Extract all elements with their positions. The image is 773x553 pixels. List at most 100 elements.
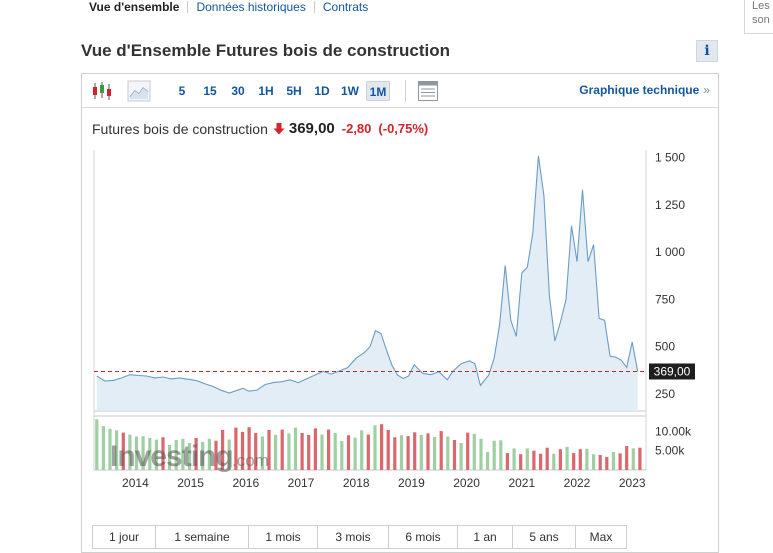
volume-bar: [280, 429, 284, 470]
info-button[interactable]: i: [696, 40, 718, 62]
timeframe-15[interactable]: 15: [203, 84, 217, 98]
y-tick-label: 500: [655, 340, 675, 354]
volume-bar: [631, 448, 635, 470]
technical-chart-link[interactable]: Graphique technique»: [579, 83, 710, 97]
tab-contracts[interactable]: Contrats: [313, 1, 376, 13]
volume-bar: [346, 435, 351, 470]
volume-bar: [254, 433, 258, 470]
period-6-months[interactable]: 6 mois: [389, 526, 458, 548]
table-view-icon[interactable]: [417, 80, 439, 102]
volume-bar: [512, 448, 516, 470]
volume-bar: [565, 446, 569, 470]
volume-bar: [128, 434, 132, 470]
volume-bar: [605, 456, 609, 470]
y-tick-label: 1 500: [655, 151, 685, 165]
x-tick-label: 2022: [564, 476, 591, 490]
volume-bar: [168, 445, 172, 470]
candlestick-icon[interactable]: [90, 80, 114, 102]
volume-bar: [413, 432, 417, 470]
volume-bar: [247, 427, 251, 470]
price-line: [96, 155, 639, 394]
volume-bar: [380, 424, 384, 470]
volume-bar: [472, 433, 476, 470]
volume-bar: [611, 451, 615, 470]
price-chart[interactable]: Investing .com 369,00 1 500 1 250 1 000 750 500…: [82, 74, 718, 494]
volume-bar: [287, 433, 291, 470]
area-chart-icon[interactable]: [127, 80, 151, 102]
period-1-week[interactable]: 1 semaine: [156, 526, 249, 548]
side-panel-line-1: Les: [752, 0, 770, 12]
tab-historical-data[interactable]: Données historiques: [187, 1, 313, 13]
volume-bar: [174, 440, 178, 470]
volume-bar: [221, 429, 225, 470]
technical-chart-label: Graphique technique: [579, 83, 700, 97]
current-price-label: 369,00: [654, 364, 691, 378]
timeframe-5[interactable]: 5: [178, 84, 186, 98]
x-tick-label: 2023: [619, 476, 646, 490]
volume-bar: [446, 436, 450, 470]
volume-bar: [558, 449, 562, 470]
volume-bar: [154, 439, 158, 470]
volume-tick-label: 10.00k: [655, 425, 692, 439]
volume-bar: [194, 438, 198, 470]
x-tick-label: 2015: [177, 476, 204, 490]
timeframe-30[interactable]: 30: [231, 84, 245, 98]
volume-tick-label: 5.00k: [655, 444, 685, 458]
volume-bar: [393, 437, 397, 470]
y-tick-label: 1 000: [655, 245, 685, 259]
volume-bar: [519, 454, 523, 470]
quote-header: Futures bois de construction 369,00 -2,8…: [92, 120, 428, 137]
period-3-months[interactable]: 3 mois: [318, 526, 389, 548]
side-panel-line-2: son: [752, 14, 770, 26]
volume-bar: [333, 433, 337, 470]
timeframe-5h[interactable]: 5H: [286, 84, 302, 98]
volume-bar: [466, 432, 470, 470]
volume-bar: [406, 436, 410, 470]
timeframe-1h[interactable]: 1H: [258, 84, 274, 98]
timeframe-1m[interactable]: 1M: [366, 81, 390, 101]
volume-bar: [360, 430, 364, 470]
x-tick-label: 2016: [232, 476, 259, 490]
volume-bar: [505, 453, 509, 470]
volume-bar: [115, 430, 119, 470]
timeframe-1w[interactable]: 1W: [341, 84, 359, 98]
volume-bar: [327, 429, 331, 470]
period-1-day[interactable]: 1 jour: [93, 526, 156, 548]
tab-overview[interactable]: Vue d'ensemble: [89, 0, 180, 14]
volume-bar: [95, 419, 99, 470]
top-nav: Vue d'ensemble Données historiques Contr…: [89, 0, 376, 14]
volume-bar: [234, 427, 238, 470]
volume-bar: [618, 453, 622, 470]
volume-bar: [267, 429, 271, 470]
current-price-badge: [649, 363, 695, 380]
x-tick-label: 2014: [122, 476, 149, 490]
volume-bar: [121, 432, 125, 470]
period-1-year[interactable]: 1 an: [458, 526, 513, 548]
volume-bar: [240, 431, 245, 470]
volume-bar: [486, 451, 490, 470]
volume-bar: [625, 446, 629, 470]
toolbar-divider: [405, 80, 406, 102]
period-max[interactable]: Max: [589, 530, 613, 544]
volume-bar: [134, 436, 139, 470]
volume-bar: [260, 436, 264, 470]
instrument-name: Futures bois de construction: [92, 120, 268, 137]
chart-panel: 5 15 30 1H 5H 1D 1W 1M Graphique techniq…: [81, 73, 719, 553]
volume-bar: [545, 447, 549, 470]
volume-bar: [386, 429, 390, 470]
period-1-month[interactable]: 1 mois: [249, 526, 318, 548]
volume-bar: [373, 425, 377, 470]
chart-toolbar: 5 15 30 1H 5H 1D 1W 1M Graphique techniq…: [82, 74, 718, 108]
volume-bar: [227, 439, 231, 470]
volume-bar: [598, 455, 602, 470]
volume-bar: [148, 438, 152, 470]
volume-bar: [452, 440, 457, 470]
price-change-percent: (-0,75%): [378, 121, 429, 136]
volume-bar: [399, 435, 404, 470]
timeframe-1d[interactable]: 1D: [314, 84, 330, 98]
volume-bar: [492, 440, 496, 470]
volume-bar: [201, 441, 205, 470]
x-tick-label: 2020: [453, 476, 480, 490]
last-price: 369,00: [288, 120, 335, 137]
period-5-years[interactable]: 5 ans: [513, 526, 576, 548]
